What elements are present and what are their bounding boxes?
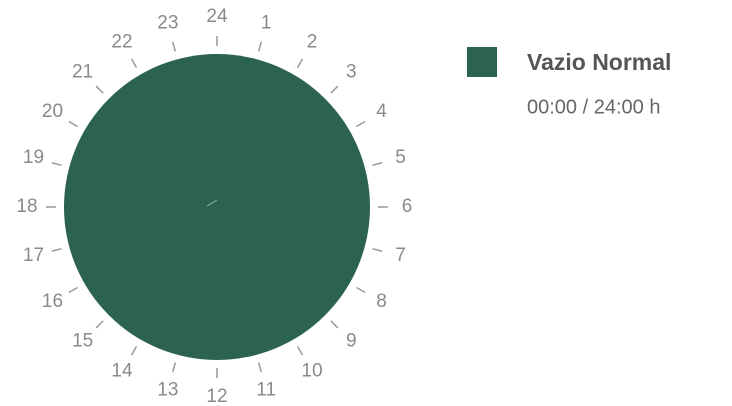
tick-mark (51, 162, 62, 167)
center-mark (206, 199, 218, 207)
tick-label: 17 (23, 245, 44, 266)
tick-label: 12 (206, 386, 227, 406)
tick-label: 10 (301, 361, 322, 382)
legend-label: Vazio Normal (527, 49, 671, 75)
tick-mark (95, 85, 104, 94)
tick-label: 8 (376, 291, 387, 312)
tick-mark (130, 58, 138, 68)
tick-mark (356, 120, 366, 128)
tick-mark (172, 41, 177, 52)
legend-swatch (467, 47, 497, 77)
tick-mark (356, 286, 366, 294)
tick-label: 18 (16, 196, 37, 217)
tick-mark (95, 320, 104, 329)
tick-mark (296, 58, 304, 68)
pie-slice (64, 54, 370, 360)
tick-label: 4 (376, 101, 387, 122)
tick-label: 14 (111, 361, 133, 382)
tick-label: 1 (261, 12, 272, 33)
tick-label: 6 (402, 196, 413, 217)
tick-label: 16 (42, 291, 63, 312)
tick-mark (130, 346, 138, 356)
tick-label: 5 (395, 147, 406, 168)
tick-mark (172, 362, 177, 373)
tick-mark (330, 320, 339, 329)
tick-label: 9 (346, 330, 357, 351)
tick-label: 15 (72, 330, 93, 351)
tick-mark (372, 247, 383, 252)
tick-label: 19 (23, 147, 44, 168)
tick-label: 20 (42, 101, 63, 122)
tick-label: 11 (256, 380, 276, 401)
tick-label: 3 (346, 62, 357, 83)
tick-label: 24 (206, 6, 228, 27)
tick-mark (257, 41, 262, 52)
tick-label: 23 (157, 12, 178, 33)
tick-mark (330, 85, 339, 94)
legend-value: 00:00 / 24:00 h (527, 96, 660, 118)
tick-mark (68, 286, 78, 294)
tick-mark (68, 120, 78, 128)
tick-label: 2 (307, 31, 318, 52)
tick-label: 21 (72, 62, 93, 83)
tick-label: 22 (111, 31, 132, 52)
tick-label: 13 (157, 380, 178, 401)
tick-mark (51, 247, 62, 252)
tick-mark (372, 162, 383, 167)
tick-mark (296, 346, 304, 356)
tick-label: 7 (395, 245, 406, 266)
tick-mark (257, 362, 262, 373)
